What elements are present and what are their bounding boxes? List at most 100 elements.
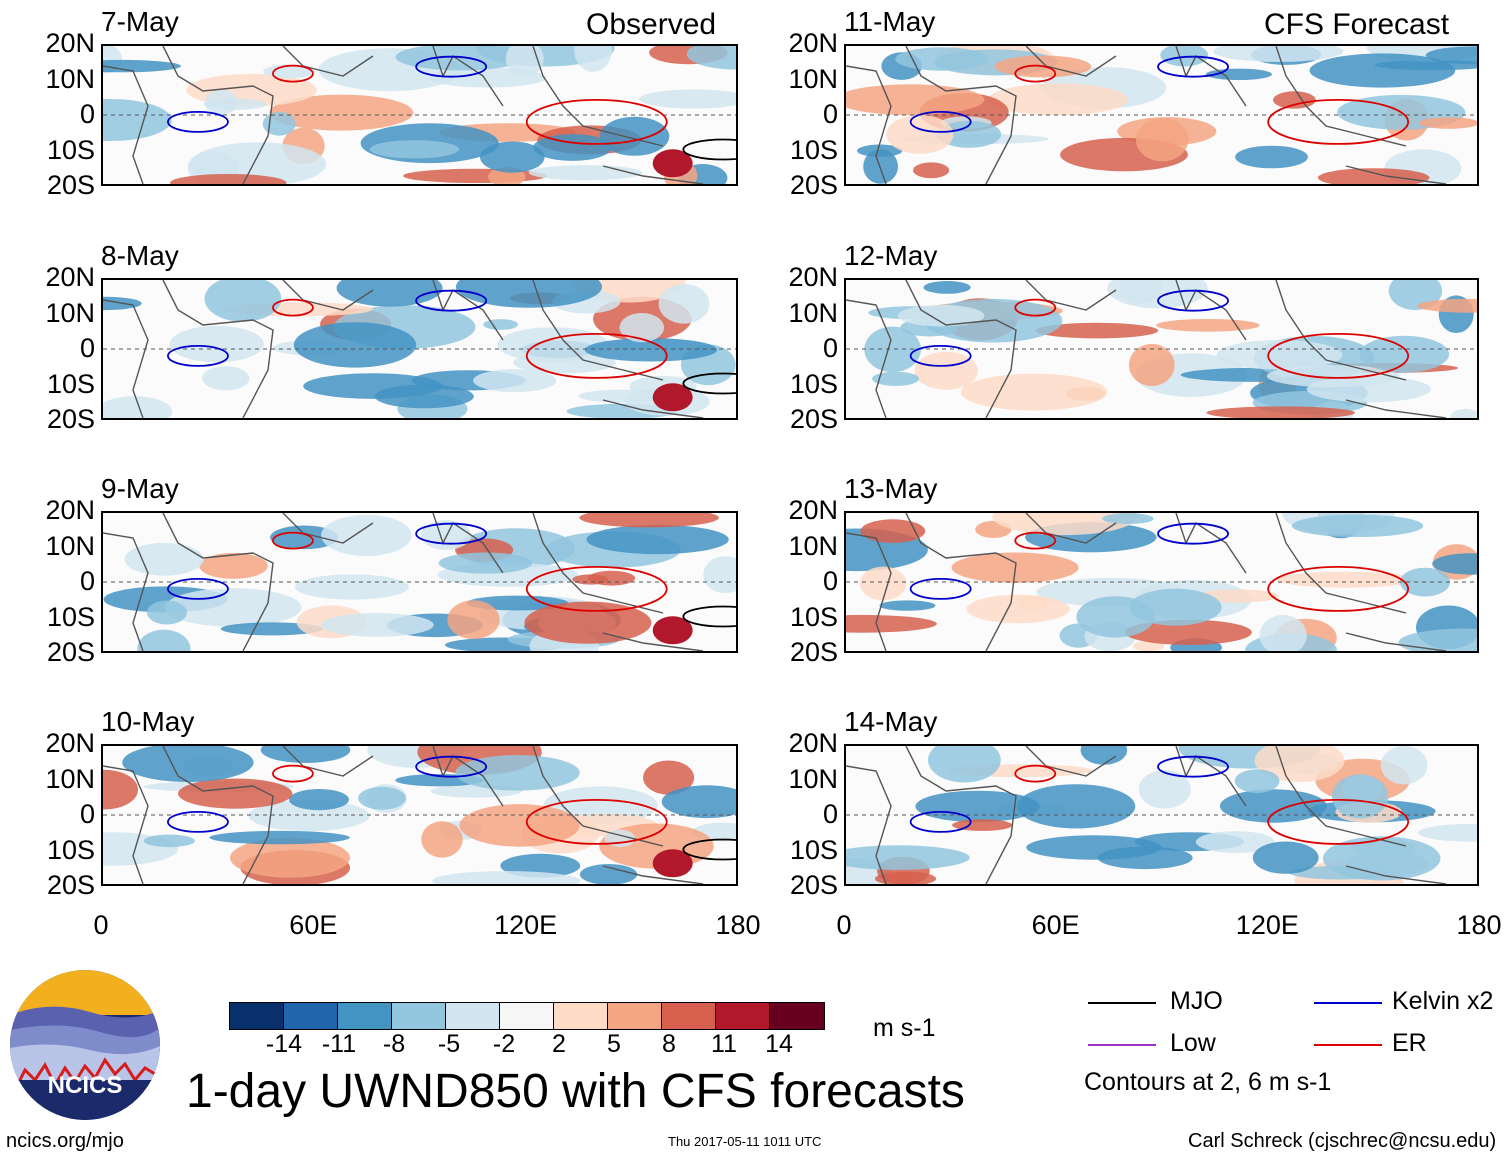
anomaly-blob [199,552,268,579]
anomaly-blob [1252,841,1319,874]
anomaly-blob [874,871,937,884]
anomaly-blob [897,304,985,327]
anomaly-blob [864,326,921,373]
y-tick-label: 0 [822,799,838,829]
coastline [103,299,149,418]
y-tick-label: 10S [46,368,95,399]
y-tick-label: 10S [46,601,95,632]
colorbar-tick-label: -14 [265,1030,303,1058]
kelvin-contour [415,522,488,545]
observed-header: Observed [586,8,717,41]
y-tick-label: 20S [46,404,95,434]
anomaly-blob [263,64,315,79]
anomaly-blob [937,120,1002,148]
coastline [532,46,664,147]
anomaly-blob [652,149,693,178]
anomaly-blob [586,524,729,555]
y-tick-label: 0 [79,799,95,829]
anomaly-blob [164,588,302,627]
legend-line-low [1088,1044,1156,1046]
anomaly-blob [913,162,950,179]
y-tick-label: 0 [822,99,838,129]
y-tick-label: 20S [789,404,838,434]
colorbar-swatch [284,1003,338,1029]
anomaly-blob [369,140,460,159]
anomaly-blob [1277,571,1415,588]
anomaly-blob [533,134,612,161]
forecast-header: CFS Forecast [1264,8,1450,41]
anomaly-blob [1035,322,1159,339]
kelvin-contour [167,811,229,833]
y-tick-label: 10N [788,530,838,561]
colorbar-swatch [662,1003,716,1029]
coastline [602,399,704,418]
anomaly-blob [599,116,670,156]
coastline [162,746,274,884]
y-tick-label: 20S [789,637,838,667]
anomaly-blob [455,755,580,791]
coastline [846,532,892,651]
anomaly-blob [103,99,172,141]
x-tick-label: 180 [715,910,761,940]
y-tick-label: 20S [46,870,95,900]
colorbar-swatch [446,1003,500,1029]
coastline [1025,280,1117,311]
colorbar-units: m s-1 [873,1014,936,1042]
kelvin-contour [1157,289,1229,312]
anomaly-blob [190,142,326,184]
anomaly-blob [480,141,545,173]
anomaly-blob [960,373,1108,411]
coastline [282,513,374,544]
y-tick-label: 20N [45,728,95,758]
y-tick-label: 20N [788,495,838,525]
anomaly-blob [1195,831,1275,853]
y-tick-label: 20N [788,28,838,58]
x-tick-label: 120E [494,910,558,940]
colorbar-swatch [392,1003,446,1029]
anomaly-blob [143,834,195,848]
footer-url: ncics.org/mjo [6,1130,124,1152]
y-tick-label: 10N [788,297,838,328]
anomaly-blob [661,785,736,819]
coastline [905,746,1017,884]
map-panel [101,744,738,886]
y-tick-label: 20S [789,870,838,900]
anomaly-blob [483,319,518,330]
kelvin-contour [415,289,488,312]
anomaly-blob [260,746,351,763]
anomaly-blob [178,778,293,809]
anomaly-blob [1138,770,1191,809]
anomaly-blob [220,622,323,636]
coastline [846,765,892,884]
anomaly-blob [1129,588,1222,626]
anomaly-blob [374,384,474,409]
coastline [103,65,149,184]
coastline [1345,632,1447,651]
anomaly-blob [1273,91,1316,109]
y-tick-label: 20S [46,170,95,200]
anomaly-blob [872,371,920,386]
colorbar-swatch [554,1003,608,1029]
coastline [532,513,664,614]
coastline [905,46,1017,184]
chart-title: 1-day UWND850 with CFS forecasts [186,1065,965,1118]
anomaly-blob [421,821,463,858]
coastline [1025,46,1117,77]
anomaly-blob [1080,746,1128,765]
anomaly-blob [863,149,898,184]
anomaly-blob [703,556,736,594]
anomaly-blob [358,786,406,810]
coastline [162,513,274,651]
legend-label-kelvin: Kelvin x2 [1392,987,1494,1015]
anomaly-blob [103,769,139,810]
anomaly-blob [1235,145,1308,169]
anomaly-blob [248,800,370,832]
anomaly-blob [1234,769,1280,793]
anomaly-blob [528,165,642,181]
y-tick-label: 0 [79,333,95,363]
anomaly-blob [1291,514,1424,538]
footer-timestamp: Thu 2017-05-11 1011 UTC [668,1134,822,1149]
coastline [602,865,704,884]
anomaly-blob [860,519,926,543]
anomaly-blob [1380,746,1428,785]
